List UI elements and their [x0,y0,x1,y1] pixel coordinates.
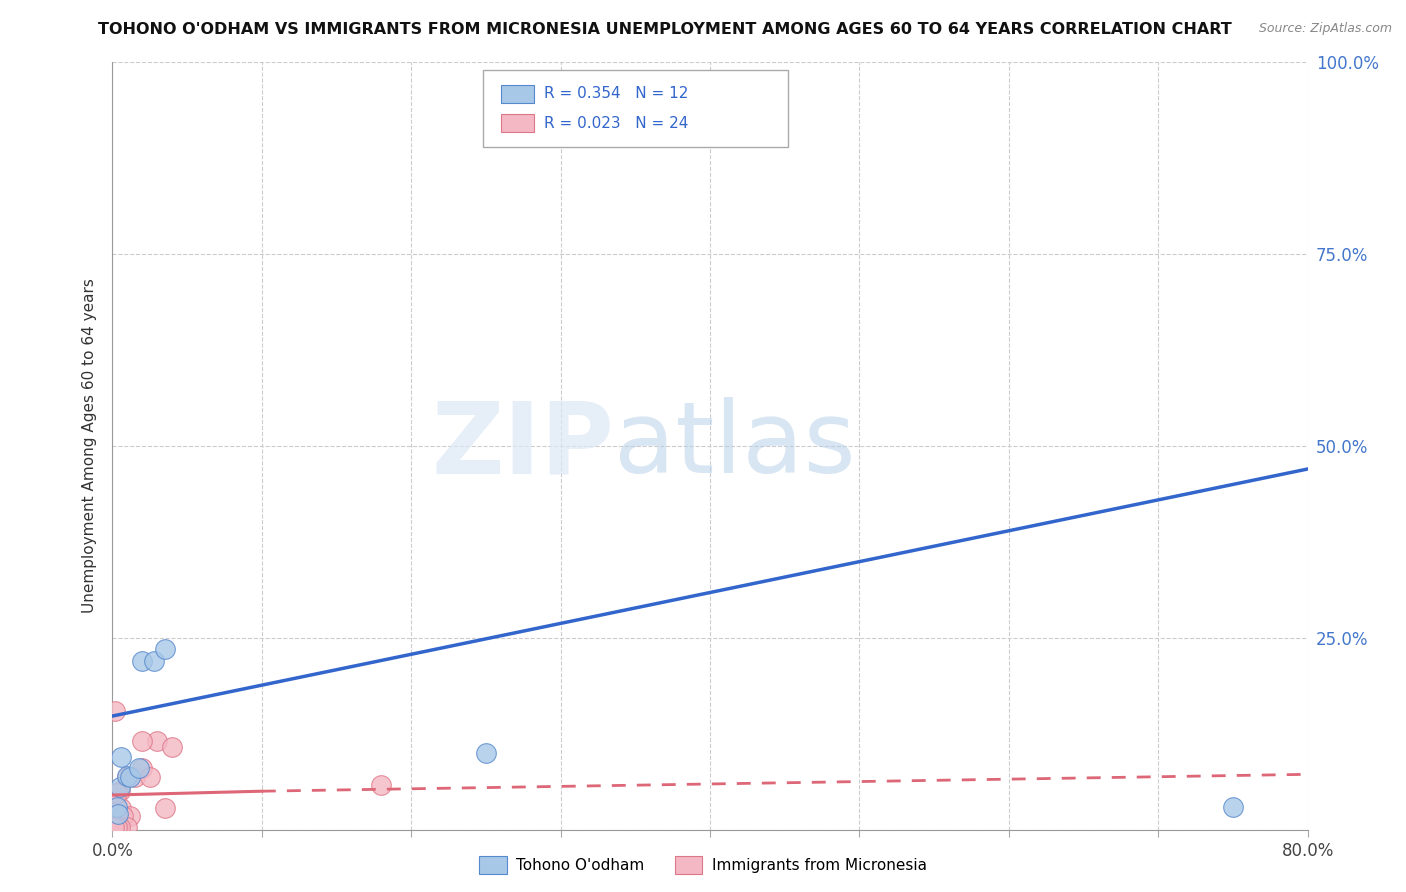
Point [110,801,132,815]
Point [120,809,142,823]
Point [108,820,131,834]
Point [120,771,142,785]
Point [128,761,150,775]
Point [117,820,139,834]
Point [146,734,169,748]
Point [111,809,134,823]
Point [105,820,128,834]
Point [103,820,125,834]
Text: TOHONO O'ODHAM VS IMMIGRANTS FROM MICRONESIA UNEMPLOYMENT AMONG AGES 60 TO 64 YE: TOHONO O'ODHAM VS IMMIGRANTS FROM MICRON… [98,22,1232,37]
FancyBboxPatch shape [501,114,534,132]
Text: R = 0.354   N = 12: R = 0.354 N = 12 [544,87,689,102]
Point [131,761,153,775]
Point [475,746,498,760]
Point [131,654,153,668]
Point [105,786,128,800]
Text: ZIP: ZIP [432,398,614,494]
Point [104,793,127,807]
Legend: Tohono O'odham, Immigrants from Micronesia: Tohono O'odham, Immigrants from Micrones… [474,850,932,880]
Point [1222,799,1244,814]
Point [105,799,128,814]
Point [103,820,125,834]
Point [124,771,146,785]
Point [153,642,176,657]
Point [104,704,127,718]
Text: R = 0.023   N = 24: R = 0.023 N = 24 [544,116,689,130]
Point [143,654,166,668]
Point [370,778,392,792]
Point [108,784,131,798]
Point [117,769,139,783]
Point [110,749,132,764]
Point [103,820,125,834]
Point [108,780,131,795]
Text: atlas: atlas [614,398,856,494]
Point [117,771,139,785]
Point [131,734,153,748]
Y-axis label: Unemployment Among Ages 60 to 64 years: Unemployment Among Ages 60 to 64 years [82,278,97,614]
FancyBboxPatch shape [501,85,534,103]
Point [103,820,125,834]
Point [162,739,183,754]
FancyBboxPatch shape [484,70,787,147]
Point [107,807,129,822]
Point [153,801,176,815]
Text: Source: ZipAtlas.com: Source: ZipAtlas.com [1258,22,1392,36]
Point [139,771,162,785]
Point [107,820,129,834]
